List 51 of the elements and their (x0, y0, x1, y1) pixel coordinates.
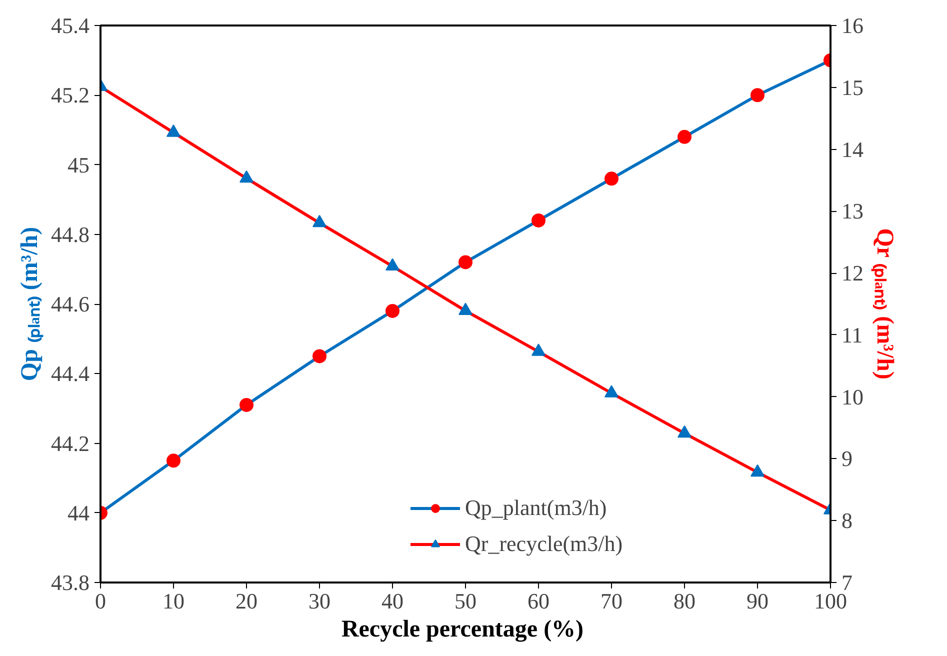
y-tick-label: 45 (68, 152, 90, 178)
y-tick-label: 44.4 (51, 361, 90, 386)
point (166, 124, 180, 137)
x-tick-label: 80 (674, 588, 696, 614)
point (166, 454, 180, 468)
y2-tick-label: 15 (842, 74, 864, 100)
point (678, 130, 692, 144)
y-axis-title: Qp ₍ₚₗₐₙₜ₎ (m³/h) (17, 226, 44, 382)
y2-tick-label: 14 (842, 136, 864, 162)
legend-label: Qr_recycle(m3/h) (465, 531, 623, 557)
point (312, 214, 326, 228)
point (386, 258, 400, 270)
y2-tick-label: 9 (842, 446, 852, 472)
point (386, 304, 400, 318)
point (240, 398, 254, 412)
x-tick-label: 60 (528, 588, 550, 614)
y-tick-label: 44.6 (51, 292, 90, 316)
x-tick-label: 90 (746, 588, 768, 614)
point (532, 213, 546, 228)
point (604, 385, 618, 398)
point (312, 349, 326, 364)
point (240, 170, 254, 183)
x-axis-title: Recycle percentage (%) (341, 616, 584, 642)
x-tick-label: 40 (382, 588, 404, 614)
point (458, 302, 472, 316)
y2-tick-label: 16 (842, 13, 864, 38)
point (458, 255, 472, 270)
y2-tick-label: 12 (842, 260, 864, 286)
y-tick-label: 44.2 (51, 430, 90, 456)
y-tick-label: 44.8 (51, 222, 90, 247)
y2-tick-label: 10 (842, 384, 864, 410)
point (678, 425, 692, 438)
x-tick-label: 30 (308, 588, 330, 614)
y2-axis-title: Qr ₍ₚₗₐₙₜ₎ (m³/h) (870, 228, 898, 380)
point (750, 464, 764, 477)
x-tick-label: 50 (454, 588, 476, 614)
x-tick-label: 0 (95, 588, 106, 614)
y-tick-label: 44 (68, 500, 90, 526)
x-tick-label: 20 (236, 588, 258, 614)
y2-tick-label: 11 (842, 322, 863, 348)
point (604, 172, 618, 186)
point (532, 344, 546, 356)
y2-tick-label: 8 (842, 508, 852, 534)
y-tick-label: 43.8 (51, 570, 90, 595)
x-tick-label: 70 (600, 588, 622, 614)
y-tick-label: 45.4 (51, 13, 90, 38)
legend-label: Qp_plant(m3/h) (465, 495, 607, 521)
y-tick-label: 45.2 (51, 82, 90, 108)
x-tick-label: 10 (162, 588, 184, 614)
y2-tick-label: 13 (842, 198, 864, 224)
point (750, 88, 764, 102)
